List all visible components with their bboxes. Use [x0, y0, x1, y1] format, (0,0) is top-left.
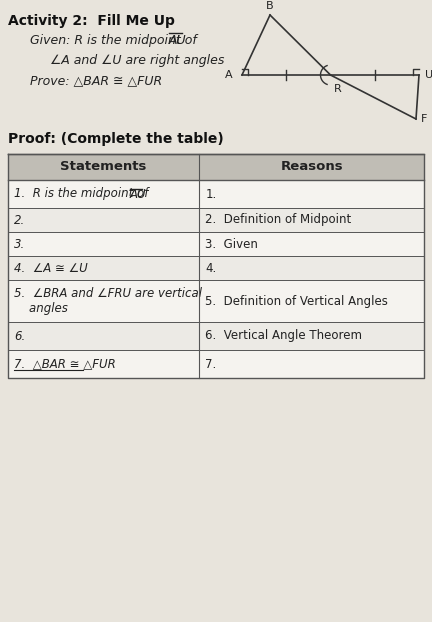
Text: 3.: 3. [14, 238, 25, 251]
Text: 3.  Given: 3. Given [205, 238, 258, 251]
FancyBboxPatch shape [8, 280, 424, 322]
Text: 6.: 6. [14, 330, 25, 343]
Text: R: R [334, 84, 341, 94]
FancyBboxPatch shape [8, 208, 424, 232]
Text: 6.  Vertical Angle Theorem: 6. Vertical Angle Theorem [205, 330, 362, 343]
Text: Proof: (Complete the table): Proof: (Complete the table) [8, 132, 224, 146]
Text: Activity 2:  Fill Me Up: Activity 2: Fill Me Up [8, 14, 175, 28]
Text: 2.: 2. [14, 213, 25, 226]
Text: 5.  Definition of Vertical Angles: 5. Definition of Vertical Angles [205, 294, 388, 307]
Text: 7.  △BAR ≅ △FUR: 7. △BAR ≅ △FUR [14, 358, 116, 371]
Text: 4.  ∠A ≅ ∠U: 4. ∠A ≅ ∠U [14, 261, 88, 274]
Text: B: B [266, 1, 274, 11]
Text: U: U [425, 70, 432, 80]
Text: Prove: △BAR ≅ △FUR: Prove: △BAR ≅ △FUR [30, 74, 162, 87]
Text: 5.  ∠BRA and ∠FRU are vertical
    angles: 5. ∠BRA and ∠FRU are vertical angles [14, 287, 202, 315]
FancyBboxPatch shape [8, 180, 424, 208]
Text: 1.  R is the midpoint of: 1. R is the midpoint of [14, 187, 152, 200]
FancyBboxPatch shape [8, 322, 424, 350]
Text: F: F [421, 114, 427, 124]
Text: AU: AU [168, 34, 186, 47]
FancyBboxPatch shape [8, 232, 424, 256]
Text: Reasons: Reasons [280, 160, 343, 174]
Text: AU: AU [130, 187, 146, 200]
FancyBboxPatch shape [8, 350, 424, 378]
Text: 1.: 1. [205, 187, 216, 200]
Text: 4.: 4. [205, 261, 216, 274]
Text: 2.  Definition of Midpoint: 2. Definition of Midpoint [205, 213, 352, 226]
Text: 7.: 7. [205, 358, 216, 371]
FancyBboxPatch shape [8, 154, 424, 180]
Text: ∠A and ∠U are right angles: ∠A and ∠U are right angles [50, 54, 224, 67]
Text: Statements: Statements [60, 160, 147, 174]
Text: Given: R is the midpoint of: Given: R is the midpoint of [30, 34, 201, 47]
Text: A: A [226, 70, 233, 80]
FancyBboxPatch shape [8, 256, 424, 280]
